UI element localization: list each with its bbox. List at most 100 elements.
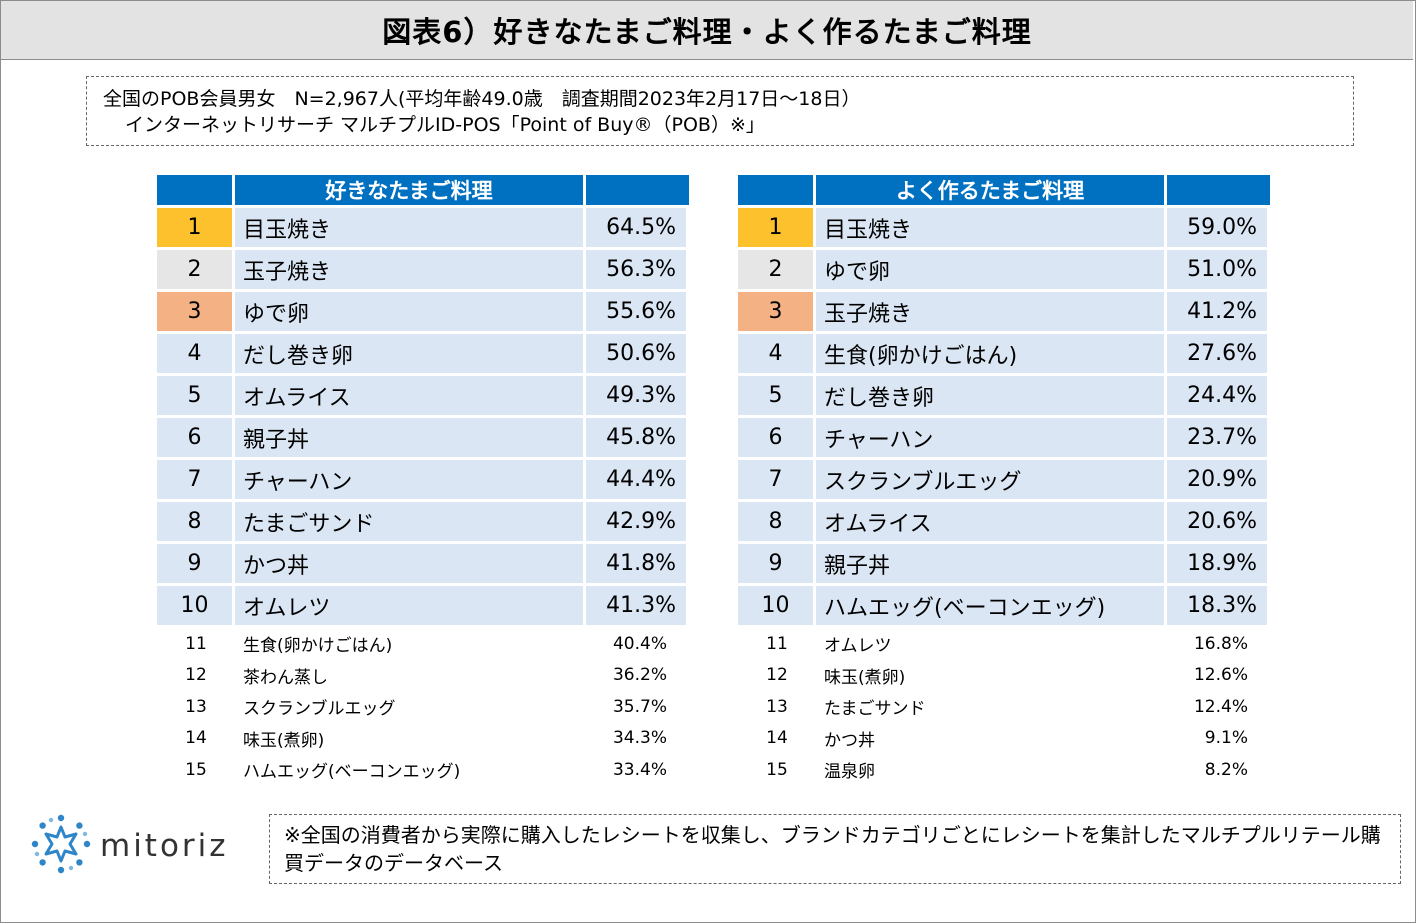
ranking-row: 2 玉子焼き 56.3%	[157, 250, 689, 292]
dish-name-cell: だし巻き卵	[235, 334, 586, 376]
table-header-row: 好きなたまご料理	[157, 175, 689, 208]
rank-cell: 3	[157, 292, 235, 334]
rank-cell: 1	[157, 208, 235, 250]
ranking-row-minor: 11 オムレツ 16.8%	[738, 628, 1270, 660]
ranking-row: 9 親子丼 18.9%	[738, 544, 1270, 586]
rank-cell: 5	[157, 376, 235, 418]
favorite-dishes-table: 好きなたまご料理 1 目玉焼き 64.5% 2 玉子焼き 56.3% 3 ゆで卵 55.6% 4 だ…	[157, 175, 689, 786]
survey-info-box: 全国のPOB会員男女 N=2,967人(平均年齢49.0歳 調査期間2023年2…	[86, 76, 1354, 146]
dish-name-cell: かつ丼	[235, 544, 586, 586]
percent-cell: 49.3%	[586, 376, 689, 418]
percent-header-cell	[1167, 175, 1270, 208]
ranking-row: 3 ゆで卵 55.6%	[157, 292, 689, 334]
percent-cell: 41.8%	[586, 544, 689, 586]
ranking-row: 4 だし巻き卵 50.6%	[157, 334, 689, 376]
percent-cell: 18.3%	[1167, 586, 1270, 628]
dish-name-cell: チャーハン	[816, 418, 1167, 460]
dish-name-cell: たまごサンド	[235, 502, 586, 544]
percent-cell: 12.4%	[1167, 691, 1270, 723]
dish-name-cell: 目玉焼き	[816, 208, 1167, 250]
ranking-row-minor: 12 味玉(煮卵) 12.6%	[738, 659, 1270, 691]
ranking-row-minor: 13 スクランブルエッグ 35.7%	[157, 691, 689, 723]
rank-cell: 5	[738, 376, 816, 418]
percent-cell: 56.3%	[586, 250, 689, 292]
rank-cell: 10	[157, 586, 235, 628]
rank-cell: 1	[738, 208, 816, 250]
dish-name-cell: 生食(卵かけごはん)	[235, 628, 586, 660]
dish-name-cell: 玉子焼き	[235, 250, 586, 292]
rank-cell: 14	[738, 722, 816, 754]
dish-name-cell: 茶わん蒸し	[235, 659, 586, 691]
rank-cell: 12	[157, 659, 235, 691]
ranking-row: 7 スクランブルエッグ 20.9%	[738, 460, 1270, 502]
rank-cell: 3	[738, 292, 816, 334]
percent-header-cell	[586, 175, 689, 208]
dish-name-cell: 生食(卵かけごはん)	[816, 334, 1167, 376]
ranking-row: 2 ゆで卵 51.0%	[738, 250, 1270, 292]
rank-cell: 2	[157, 250, 235, 292]
percent-cell: 23.7%	[1167, 418, 1270, 460]
ranking-row-minor: 15 温泉卵 8.2%	[738, 754, 1270, 786]
percent-cell: 50.6%	[586, 334, 689, 376]
footnote-box: ※全国の消費者から実際に購入したレシートを収集し、ブランドカテゴリごとにレシート…	[269, 814, 1401, 884]
percent-cell: 44.4%	[586, 460, 689, 502]
rank-cell: 9	[157, 544, 235, 586]
dish-name-cell: 目玉焼き	[235, 208, 586, 250]
dish-name-cell: たまごサンド	[816, 691, 1167, 723]
percent-cell: 8.2%	[1167, 754, 1270, 786]
rank-cell: 10	[738, 586, 816, 628]
percent-cell: 55.6%	[586, 292, 689, 334]
ranking-row-minor: 14 味玉(煮卵) 34.3%	[157, 722, 689, 754]
rank-header-cell	[157, 175, 235, 208]
percent-cell: 42.9%	[586, 502, 689, 544]
rank-cell: 7	[738, 460, 816, 502]
ranking-row-minor: 12 茶わん蒸し 36.2%	[157, 659, 689, 691]
ranking-row-minor: 13 たまごサンド 12.4%	[738, 691, 1270, 723]
ranking-row: 10 ハムエッグ(ベーコンエッグ) 18.3%	[738, 586, 1270, 628]
ranking-row: 4 生食(卵かけごはん) 27.6%	[738, 334, 1270, 376]
dish-name-cell: ハムエッグ(ベーコンエッグ)	[235, 754, 586, 786]
dish-name-cell: オムレツ	[235, 586, 586, 628]
rank-cell: 11	[157, 628, 235, 660]
percent-cell: 45.8%	[586, 418, 689, 460]
rank-cell: 7	[157, 460, 235, 502]
often-made-dishes-table: よく作るたまご料理 1 目玉焼き 59.0% 2 ゆで卵 51.0% 3 玉子焼き 41.2% 4…	[738, 175, 1270, 786]
ranking-row: 3 玉子焼き 41.2%	[738, 292, 1270, 334]
dish-name-cell: オムライス	[816, 502, 1167, 544]
percent-cell: 18.9%	[1167, 544, 1270, 586]
ranking-row: 5 オムライス 49.3%	[157, 376, 689, 418]
dish-name-cell: だし巻き卵	[816, 376, 1167, 418]
dish-name-cell: 親子丼	[235, 418, 586, 460]
percent-cell: 20.6%	[1167, 502, 1270, 544]
dish-name-cell: ハムエッグ(ベーコンエッグ)	[816, 586, 1167, 628]
percent-cell: 24.4%	[1167, 376, 1270, 418]
logo-text: mitoriz	[100, 828, 229, 864]
ranking-row-minor: 14 かつ丼 9.1%	[738, 722, 1270, 754]
survey-line-1: 全国のPOB会員男女 N=2,967人(平均年齢49.0歳 調査期間2023年2…	[103, 88, 861, 110]
rank-cell: 9	[738, 544, 816, 586]
percent-cell: 64.5%	[586, 208, 689, 250]
ranking-row: 8 オムライス 20.6%	[738, 502, 1270, 544]
percent-cell: 34.3%	[586, 722, 689, 754]
percent-cell: 59.0%	[1167, 208, 1270, 250]
rank-cell: 15	[738, 754, 816, 786]
page-title: 図表6）好きなたまご料理・よく作るたまご料理	[1, 1, 1413, 60]
table-header-title: 好きなたまご料理	[235, 175, 586, 208]
dish-name-cell: 味玉(煮卵)	[816, 659, 1167, 691]
rank-cell: 8	[738, 502, 816, 544]
ranking-row: 10 オムレツ 41.3%	[157, 586, 689, 628]
dish-name-cell: かつ丼	[816, 722, 1167, 754]
table-header-title: よく作るたまご料理	[816, 175, 1167, 208]
rank-cell: 13	[738, 691, 816, 723]
dish-name-cell: スクランブルエッグ	[235, 691, 586, 723]
ranking-row-minor: 11 生食(卵かけごはん) 40.4%	[157, 628, 689, 660]
percent-cell: 33.4%	[586, 754, 689, 786]
ranking-row: 9 かつ丼 41.8%	[157, 544, 689, 586]
dish-name-cell: 温泉卵	[816, 754, 1167, 786]
rank-cell: 14	[157, 722, 235, 754]
dish-name-cell: チャーハン	[235, 460, 586, 502]
sun-burst-icon	[30, 813, 92, 879]
dish-name-cell: スクランブルエッグ	[816, 460, 1167, 502]
percent-cell: 35.7%	[586, 691, 689, 723]
rank-cell: 6	[738, 418, 816, 460]
